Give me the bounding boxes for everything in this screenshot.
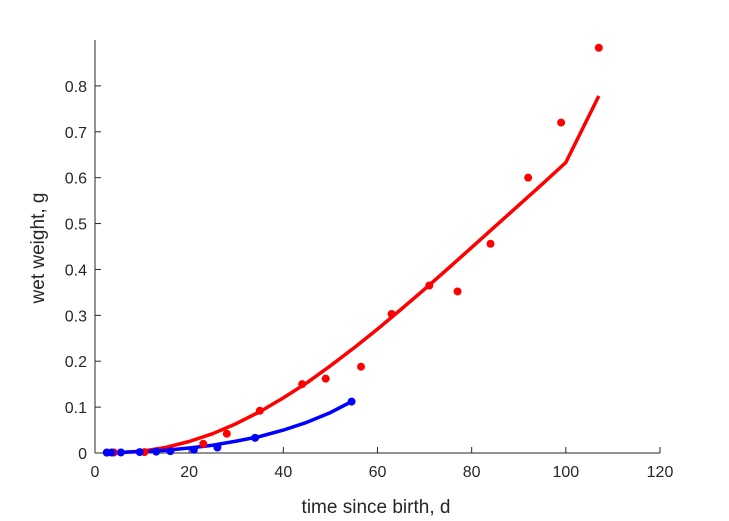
x-axis-label: time since birth, d: [302, 497, 451, 518]
axes: 0 20 40 60 80 100 120 0 0.1 0.2 0.3 0.4 0.5 0.6 0.7 0.8: [65, 40, 674, 481]
data-point-series-1: [199, 439, 208, 448]
data-point-series-2: [107, 448, 116, 457]
data-point-series-1: [594, 43, 603, 52]
y-tick-label: 0.8: [65, 79, 87, 96]
data-point-series-1: [255, 406, 264, 415]
data-point-series-1: [357, 362, 366, 371]
y-tick-label: 0.7: [65, 125, 87, 142]
x-tick-label: 0: [91, 464, 100, 481]
data-point-series-2: [152, 447, 161, 456]
data-point-series-1: [222, 429, 231, 438]
y-tick-label: 0.3: [65, 308, 87, 325]
y-tick-label: 0.1: [65, 400, 87, 417]
data-point-series-2: [213, 443, 222, 452]
data-point-series-1: [557, 118, 566, 127]
y-tick-label: 0: [78, 446, 87, 463]
data-point-series-2: [135, 448, 144, 457]
x-tick-label: 120: [647, 464, 674, 481]
y-tick-label: 0.5: [65, 217, 87, 234]
x-tick-label: 80: [463, 464, 481, 481]
data-point-series-2: [116, 448, 125, 457]
y-axis-label: wet weight, g: [28, 193, 49, 305]
x-tick-label: 60: [369, 464, 387, 481]
data-point-series-1: [387, 309, 396, 318]
data-point-series-2: [189, 445, 198, 454]
data-point-series-2: [251, 433, 260, 442]
data-point-series-2: [166, 447, 175, 456]
data-point-series-1: [298, 380, 307, 389]
y-tick-label: 0.4: [65, 262, 87, 279]
data-point-series-1: [321, 374, 330, 383]
data-point-series-1: [524, 173, 533, 182]
fit-line-series-1: [106, 95, 601, 455]
x-tick-label: 20: [180, 464, 198, 481]
y-tick-label: 0.2: [65, 354, 87, 371]
x-tick-label: 40: [274, 464, 292, 481]
y-tick-label: 0.6: [65, 171, 87, 188]
x-tick-label: 100: [552, 464, 579, 481]
data-points: [102, 43, 603, 457]
data-point-series-2: [347, 397, 356, 406]
data-point-series-1: [425, 281, 434, 290]
data-point-series-1: [486, 239, 495, 248]
data-point-series-1: [453, 287, 462, 296]
